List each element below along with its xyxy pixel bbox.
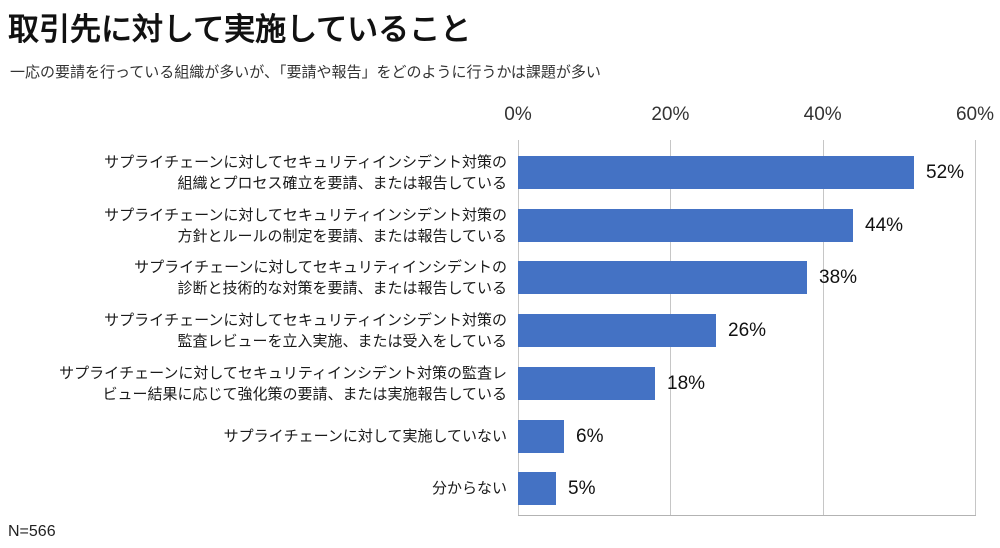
category-label: サプライチェーンに対して実施していない — [223, 428, 507, 445]
axis-tick-label: 40% — [803, 104, 842, 125]
bar-row: サプライチェーンに対してセキュリティインシデント対策の 方針とルールの制定を要請、… — [0, 199, 1000, 252]
gridline — [823, 140, 824, 515]
bar-track: 6% — [518, 420, 1000, 453]
bar-row: 分からない 5% — [0, 462, 1000, 515]
bar-row: サプライチェーンに対してセキュリティインシデント対策の 組織とプロセス確立を要請、… — [0, 146, 1000, 199]
bar-track: 38% — [518, 261, 1000, 294]
page-title: 取引先に対して実施していること — [8, 12, 472, 47]
bar-track: 18% — [518, 367, 1000, 400]
bar-track: 26% — [518, 314, 1000, 347]
bar — [518, 209, 853, 242]
bar-value-label: 18% — [667, 372, 706, 394]
bar-value-label: 52% — [926, 161, 965, 183]
gridline — [975, 140, 976, 515]
category-label: サプライチェーンに対してセキュリティインシデントの 診断と技術的な対策を要請、また… — [134, 258, 507, 297]
bar — [518, 472, 556, 505]
bar — [518, 314, 716, 347]
bar-track: 44% — [518, 209, 1000, 242]
bar-row: サプライチェーンに対して実施していない 6% — [0, 410, 1000, 463]
axis-tick-label: 60% — [955, 104, 995, 125]
bar-value-label: 26% — [728, 319, 767, 341]
bar — [518, 156, 914, 189]
sample-size-note: N=566 — [8, 523, 56, 540]
bar-rows: サプライチェーンに対してセキュリティインシデント対策の 組織とプロセス確立を要請、… — [0, 146, 1000, 515]
category-label: サプライチェーンに対してセキュリティインシデント対策の監査レ ビュー結果に応じて強… — [59, 364, 507, 403]
bar-value-label: 5% — [568, 477, 596, 499]
bar — [518, 261, 807, 294]
x-axis-baseline — [518, 515, 976, 516]
category-label: サプライチェーンに対してセキュリティインシデント対策の 方針とルールの制定を要請、… — [104, 206, 507, 245]
page-subtitle: 一応の要請を行っている組織が多いが、「要請や報告」をどのように行うかは課題が多い — [10, 64, 601, 81]
bar — [518, 367, 655, 400]
category-label: サプライチェーンに対してセキュリティインシデント対策の 監査レビューを立入実施、ま… — [104, 311, 507, 350]
bar-track: 52% — [518, 156, 1000, 189]
bar-row: サプライチェーンに対してセキュリティインシデント対策の 監査レビューを立入実施、ま… — [0, 304, 1000, 357]
bar-value-label: 38% — [819, 266, 858, 288]
category-label: サプライチェーンに対してセキュリティインシデント対策の 組織とプロセス確立を要請、… — [104, 153, 507, 192]
bar-track: 5% — [518, 472, 1000, 505]
bar — [518, 420, 564, 453]
bar-value-label: 44% — [865, 214, 904, 236]
bar-row: サプライチェーンに対してセキュリティインシデント対策の監査レ ビュー結果に応じて強… — [0, 357, 1000, 410]
axis-tick-label: 20% — [651, 104, 690, 125]
category-label: 分からない — [431, 480, 507, 497]
bar-row: サプライチェーンに対してセキュリティインシデントの 診断と技術的な対策を要請、また… — [0, 251, 1000, 304]
axis-tick-label: 0% — [504, 104, 532, 125]
bar-value-label: 6% — [576, 425, 604, 447]
